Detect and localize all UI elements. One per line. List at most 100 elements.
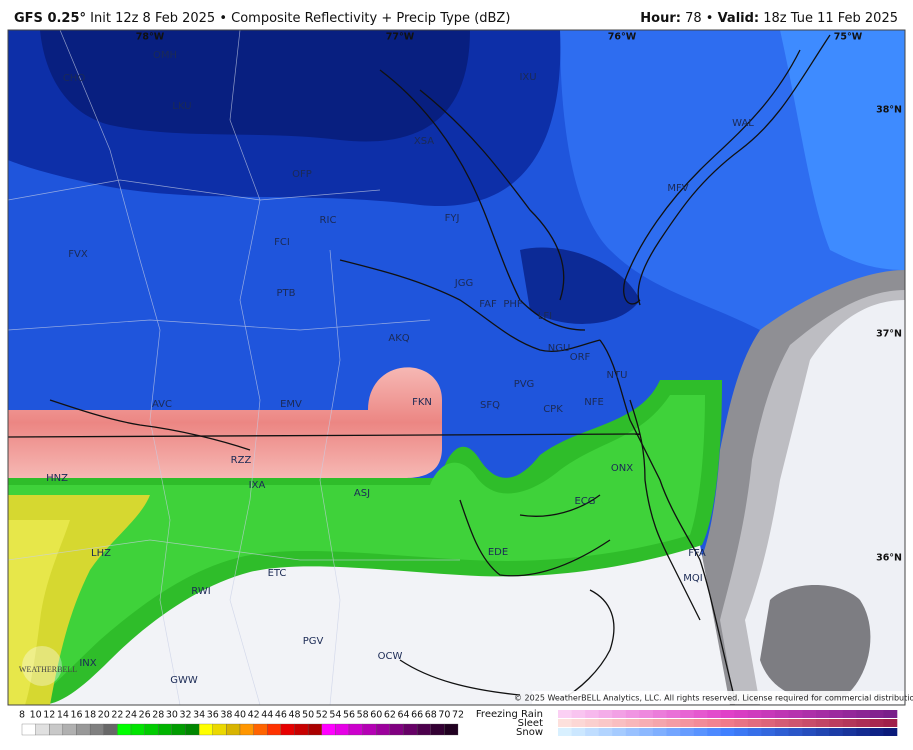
colorbar: 8 10 12 14 16 18 20 22 24 26 28 30 32 34 36 38 40 42 44 46 4… xyxy=(19,710,464,736)
colorbar-swatch xyxy=(348,723,363,736)
colorbar-swatch xyxy=(89,723,104,736)
longitude-label: 77°W xyxy=(386,32,415,43)
legend-swatch xyxy=(571,719,586,727)
legend-swatch xyxy=(598,710,613,718)
colorbar-tick-label: 30 xyxy=(166,710,178,721)
station-label: OFP xyxy=(292,169,312,180)
header-left: GFS 0.25° Init 12z 8 Feb 2025 • Composit… xyxy=(14,11,510,26)
coastlines xyxy=(49,34,831,701)
station-label: PGV xyxy=(303,636,324,647)
colorbar-tick-label: 66 xyxy=(411,710,423,721)
legend-swatch xyxy=(869,719,884,727)
colorbar-tick-label: 54 xyxy=(329,710,341,721)
legend-swatch xyxy=(612,710,627,718)
legend-swatch xyxy=(774,728,789,736)
legend-swatch xyxy=(747,710,762,718)
rain-area-heavier xyxy=(8,395,705,705)
station-label: FCI xyxy=(274,237,290,248)
legend-swatch xyxy=(558,719,572,727)
colorbar-swatch xyxy=(62,723,77,736)
legend-swatch xyxy=(883,728,898,736)
colorbar-swatch xyxy=(253,723,268,736)
legend-label: Freezing Rain xyxy=(476,709,543,720)
colorbar-tick-label: 36 xyxy=(207,710,219,721)
legend-swatch xyxy=(680,728,694,736)
freezing-rain-area xyxy=(8,367,442,478)
station-label: FKN xyxy=(412,397,432,408)
legend-swatch xyxy=(707,719,722,727)
legend-swatch xyxy=(856,710,871,718)
station-label: OMH xyxy=(153,50,177,61)
legend-swatch xyxy=(829,710,844,718)
station-label: FVX xyxy=(68,249,88,260)
legend-swatch xyxy=(693,710,708,718)
legend-swatch xyxy=(652,710,667,718)
legend-swatch xyxy=(747,719,762,727)
station-label: EDE xyxy=(488,547,508,558)
reflectivity-dark xyxy=(520,247,640,324)
station-label: PVG xyxy=(514,379,535,390)
legend-swatch xyxy=(761,710,776,718)
legend-swatch xyxy=(639,728,654,736)
legend-swatch xyxy=(802,710,816,718)
colorbar-tick-label: 26 xyxy=(139,710,151,721)
station-label: WAL xyxy=(732,118,754,129)
latitude-label: 38°N xyxy=(876,105,902,116)
colorbar-tick-label: 60 xyxy=(370,710,382,721)
legend-swatch xyxy=(774,719,789,727)
colorbar-swatch xyxy=(212,723,227,736)
latitude-label: 36°N xyxy=(876,553,902,564)
colorbar-swatch xyxy=(376,723,391,736)
map: 78°W 77°W 76°W 75°W 38°N 37°N 36°N OMH CHO IXU LKU… xyxy=(8,30,905,705)
longitude-label: 76°W xyxy=(608,32,637,43)
station-label: CHO xyxy=(63,73,86,84)
colorbar-tick-label: 34 xyxy=(193,710,205,721)
header-part: GFS 0.25° xyxy=(14,11,86,26)
station-label: INX xyxy=(79,658,96,669)
colorbar-tick-label: 22 xyxy=(111,710,123,721)
logo: WEATHERBELL xyxy=(19,665,77,674)
legend-swatch xyxy=(788,710,803,718)
legend-swatch xyxy=(842,710,857,718)
header-part: 18z Tue 11 Feb 2025 xyxy=(759,11,898,26)
header-part: 78 • xyxy=(681,11,718,26)
legend-swatch xyxy=(788,719,803,727)
map-frame xyxy=(7,29,906,706)
legend-swatch xyxy=(680,719,694,727)
legend-swatch xyxy=(883,710,898,718)
station-label: ETC xyxy=(268,568,287,579)
colorbar-tick-label: 18 xyxy=(84,710,96,721)
station-label: FYJ xyxy=(445,213,460,224)
station-label: CPK xyxy=(543,404,563,415)
legend-swatch xyxy=(829,728,844,736)
colorbar-tick-label: 68 xyxy=(425,710,437,721)
station-label: IXA xyxy=(249,480,266,491)
legend-swatch xyxy=(612,728,627,736)
station-label: XSA xyxy=(414,136,434,147)
station-label: OCW xyxy=(378,651,403,662)
colorbar-tick-label: 20 xyxy=(98,710,110,721)
legend-swatch xyxy=(720,710,735,718)
colorbar-swatch xyxy=(185,723,200,736)
colorbar-tick-label: 32 xyxy=(179,710,191,721)
legend-swatch xyxy=(558,728,572,736)
colorbar-swatch xyxy=(171,723,186,736)
colorbar-swatch xyxy=(280,723,295,736)
legend-swatch xyxy=(815,719,830,727)
station-label: LKU xyxy=(172,101,191,112)
colorbar-swatch xyxy=(76,723,91,736)
colorbar-tick-label: 28 xyxy=(152,710,164,721)
legend-swatch xyxy=(815,710,830,718)
colorbar-swatch xyxy=(267,723,282,736)
colorbar-swatch xyxy=(321,723,336,736)
colorbar-tick-label: 46 xyxy=(275,710,287,721)
legend-swatch xyxy=(625,719,640,727)
colorbar-swatch xyxy=(389,723,404,736)
colorbar-tick-label: 10 xyxy=(30,710,42,721)
colorbar-swatch xyxy=(362,723,377,736)
header-part: Valid: xyxy=(718,11,760,26)
station-label: MFV xyxy=(667,183,688,194)
station-label: LFI xyxy=(538,311,552,322)
colorbar-tick-label: 72 xyxy=(452,710,464,721)
legend-swatch xyxy=(815,728,830,736)
